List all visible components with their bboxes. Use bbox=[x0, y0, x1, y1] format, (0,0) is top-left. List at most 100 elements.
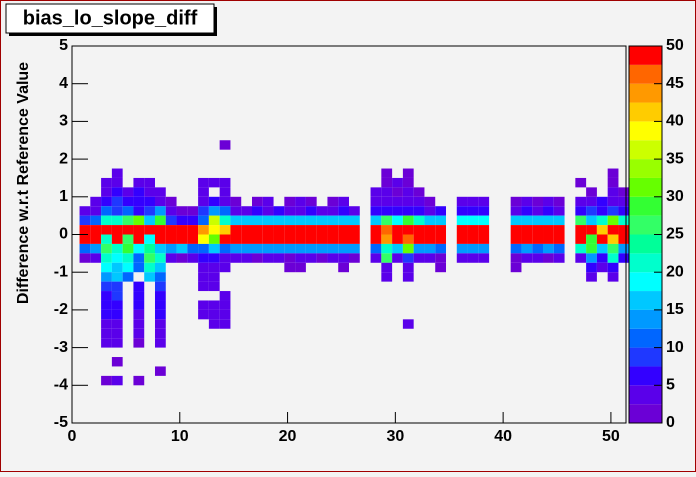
cell bbox=[381, 272, 393, 282]
cell bbox=[413, 187, 425, 197]
cell bbox=[122, 234, 134, 244]
palette-band bbox=[629, 309, 662, 329]
cell bbox=[154, 319, 166, 329]
cell bbox=[295, 253, 306, 263]
cell bbox=[111, 291, 123, 301]
z-tick-label: 40 bbox=[666, 113, 684, 130]
cell bbox=[101, 375, 112, 386]
cell bbox=[208, 196, 220, 207]
cell bbox=[316, 234, 328, 244]
cell bbox=[338, 234, 349, 244]
cell bbox=[144, 215, 155, 226]
cell bbox=[316, 215, 328, 226]
cell bbox=[90, 215, 102, 226]
cell bbox=[607, 243, 619, 254]
cell bbox=[79, 253, 91, 263]
cell bbox=[402, 215, 414, 226]
cell bbox=[532, 234, 544, 244]
y-tick-label: 5 bbox=[59, 37, 68, 54]
cell bbox=[521, 206, 533, 216]
cell bbox=[101, 262, 112, 273]
cell bbox=[154, 366, 166, 376]
cell bbox=[198, 262, 209, 273]
cell bbox=[111, 225, 123, 235]
palette-band bbox=[629, 159, 662, 178]
cell bbox=[327, 215, 339, 226]
cell bbox=[187, 206, 199, 216]
cell bbox=[575, 234, 587, 244]
cell bbox=[198, 309, 209, 320]
cell bbox=[101, 234, 112, 244]
cell bbox=[90, 243, 102, 254]
palette-band bbox=[629, 366, 662, 386]
cell bbox=[305, 215, 317, 226]
cell bbox=[219, 291, 231, 301]
cell bbox=[295, 243, 306, 254]
cell bbox=[338, 196, 349, 207]
cell bbox=[478, 253, 490, 263]
cell bbox=[154, 243, 166, 254]
cell bbox=[424, 196, 436, 207]
cell bbox=[133, 300, 145, 310]
cell bbox=[111, 357, 123, 367]
palette-band bbox=[629, 404, 662, 423]
cell bbox=[305, 234, 317, 244]
cell bbox=[219, 225, 231, 235]
cell bbox=[413, 253, 425, 263]
cell bbox=[251, 196, 263, 207]
cell bbox=[295, 215, 306, 226]
z-tick-label: 25 bbox=[666, 226, 684, 243]
cell bbox=[381, 243, 393, 254]
cell bbox=[467, 206, 479, 216]
cell bbox=[327, 196, 339, 207]
z-tick-label: 30 bbox=[666, 188, 684, 205]
cell bbox=[198, 253, 209, 263]
cell bbox=[122, 272, 134, 282]
cell bbox=[424, 234, 436, 244]
cell bbox=[586, 206, 597, 216]
cell bbox=[413, 215, 425, 226]
cell bbox=[133, 234, 145, 244]
cell bbox=[327, 225, 339, 235]
cell bbox=[154, 215, 166, 226]
z-tick-label: 0 bbox=[666, 414, 675, 431]
cell bbox=[607, 272, 619, 282]
cell bbox=[284, 196, 296, 207]
cell bbox=[413, 196, 425, 207]
cell bbox=[510, 215, 522, 226]
cell bbox=[381, 206, 393, 216]
x-tick-label: 20 bbox=[279, 428, 297, 445]
cell bbox=[101, 206, 112, 216]
y-tick-label: -5 bbox=[54, 414, 68, 431]
cell bbox=[176, 206, 188, 216]
cell bbox=[316, 243, 328, 254]
cell bbox=[553, 234, 565, 244]
y-axis-title: Difference w.r.t Reference Value bbox=[15, 62, 32, 304]
y-tick-label: -2 bbox=[54, 301, 68, 318]
cell bbox=[596, 253, 608, 263]
cell bbox=[262, 215, 274, 226]
palette-band bbox=[629, 385, 662, 405]
y-tick-label: 2 bbox=[59, 150, 68, 167]
cell bbox=[198, 243, 209, 254]
cell bbox=[111, 187, 123, 197]
cell bbox=[478, 225, 490, 235]
cell bbox=[305, 243, 317, 254]
cell bbox=[176, 215, 188, 226]
cell bbox=[198, 300, 209, 310]
cell bbox=[101, 300, 112, 310]
cell bbox=[532, 225, 544, 235]
cell bbox=[144, 196, 155, 207]
cell bbox=[392, 234, 403, 244]
cell bbox=[478, 215, 490, 226]
cell bbox=[532, 196, 544, 207]
cell bbox=[575, 253, 587, 263]
cell bbox=[144, 234, 155, 244]
cell bbox=[456, 196, 468, 207]
cell bbox=[219, 319, 231, 329]
cell bbox=[273, 243, 285, 254]
cell bbox=[154, 338, 166, 348]
cell bbox=[586, 272, 597, 282]
